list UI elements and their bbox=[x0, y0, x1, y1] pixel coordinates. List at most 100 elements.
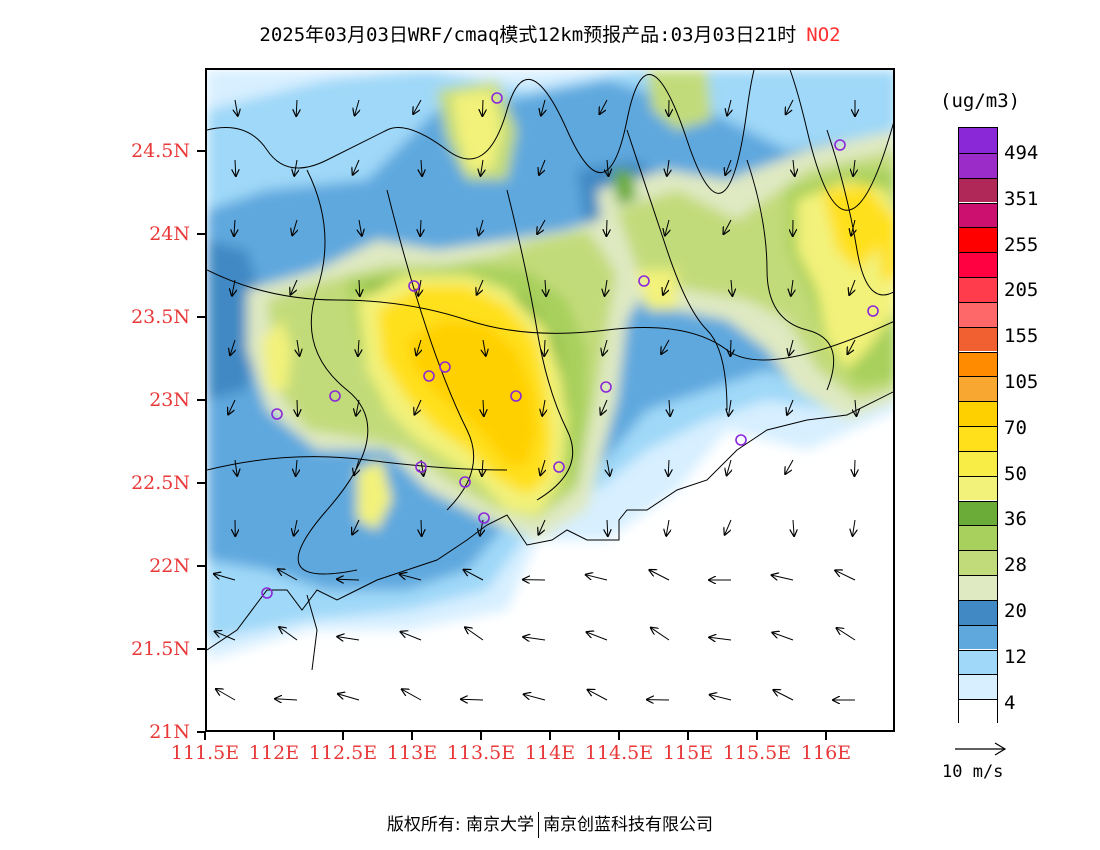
station-2[interactable] bbox=[834, 139, 846, 151]
wind-arrow bbox=[772, 633, 794, 641]
lat-tick bbox=[197, 482, 205, 484]
wind-arrow bbox=[415, 399, 422, 415]
wind-arrow bbox=[216, 689, 236, 701]
lat-label: 22.5N bbox=[131, 472, 190, 494]
wind-arrow bbox=[724, 219, 732, 234]
colorbar-segment bbox=[959, 599, 997, 625]
wind-arrow bbox=[665, 219, 669, 236]
colorbar-label: 205 bbox=[1004, 279, 1039, 302]
wind-arrow bbox=[542, 399, 545, 416]
wind-arrow bbox=[727, 99, 731, 116]
station-6[interactable] bbox=[423, 370, 435, 382]
station-12[interactable] bbox=[735, 434, 747, 446]
station-4[interactable] bbox=[638, 275, 650, 287]
lon-label: 113.5E bbox=[446, 742, 516, 764]
wind-arrow bbox=[772, 575, 794, 580]
colorbar-label: 28 bbox=[1004, 554, 1027, 577]
wind-arrow bbox=[725, 159, 731, 175]
station-7[interactable] bbox=[439, 361, 451, 373]
colorbar-label: 4 bbox=[1004, 691, 1016, 714]
colorbar bbox=[958, 127, 998, 724]
wind-arrow bbox=[275, 699, 298, 700]
wind-arrow bbox=[291, 279, 298, 295]
station-10[interactable] bbox=[329, 390, 341, 402]
wind-arrow bbox=[785, 459, 794, 474]
station-3[interactable] bbox=[408, 280, 420, 292]
lon-label: 114.5E bbox=[584, 742, 654, 764]
wind-arrow bbox=[668, 459, 669, 476]
wind-arrow bbox=[402, 689, 422, 701]
colorbar-segment bbox=[959, 277, 997, 302]
lon-tick bbox=[618, 732, 620, 740]
wind-arrow bbox=[352, 519, 360, 535]
lon-tick bbox=[549, 732, 551, 740]
lat-label: 23N bbox=[149, 389, 190, 411]
wind-arrow bbox=[540, 459, 545, 475]
wind-arrow bbox=[835, 570, 856, 581]
station-14[interactable] bbox=[553, 461, 565, 473]
colorbar-segment bbox=[959, 227, 997, 253]
copyright-text: 版权所有: 南京大学 bbox=[386, 815, 535, 835]
wind-arrow bbox=[479, 219, 483, 235]
wind-arrow bbox=[544, 339, 545, 356]
wind-arrow bbox=[294, 519, 297, 536]
colorbar-segment bbox=[959, 525, 997, 551]
wind-arrow bbox=[725, 519, 732, 535]
lat-tick bbox=[197, 565, 205, 567]
wind-arrow bbox=[786, 99, 794, 114]
wind-arrow bbox=[606, 219, 607, 236]
lon-tick bbox=[756, 732, 758, 740]
wind-arrow bbox=[855, 399, 856, 416]
station-9[interactable] bbox=[600, 381, 612, 393]
wind-arrow bbox=[787, 399, 794, 415]
wind-arrow bbox=[482, 99, 483, 116]
wind-arrow bbox=[296, 459, 297, 476]
station-15[interactable] bbox=[459, 476, 471, 488]
lat-label: 21N bbox=[149, 721, 190, 743]
colorbar-segment bbox=[959, 426, 997, 451]
station-16[interactable] bbox=[478, 512, 490, 524]
wind-arrow bbox=[356, 399, 359, 416]
wind-arrow bbox=[338, 694, 360, 701]
wind-arrow bbox=[663, 279, 670, 295]
station-11[interactable] bbox=[271, 408, 283, 420]
wind-arrow bbox=[710, 695, 732, 701]
wind-arrow bbox=[605, 279, 608, 296]
wind-arrow bbox=[337, 637, 360, 640]
lat-label: 24.5N bbox=[131, 140, 190, 162]
map-panel[interactable] bbox=[205, 68, 895, 732]
wind-arrow bbox=[523, 637, 546, 640]
lon-label: 112E bbox=[248, 742, 300, 764]
colorbar-label: 70 bbox=[1004, 416, 1027, 439]
lat-tick bbox=[197, 731, 205, 733]
wind-arrow bbox=[607, 519, 608, 536]
wind-arrow bbox=[235, 99, 238, 116]
wind-arrow bbox=[421, 519, 422, 536]
station-5[interactable] bbox=[867, 305, 879, 317]
colorbar-label: 155 bbox=[1004, 325, 1039, 348]
station-13[interactable] bbox=[415, 461, 427, 473]
colorbar-segment bbox=[959, 301, 997, 327]
wind-arrow bbox=[400, 574, 422, 581]
lon-label: 114E bbox=[524, 742, 576, 764]
colorbar-segment bbox=[959, 351, 997, 377]
wind-arrow bbox=[232, 279, 235, 296]
wind-arrow bbox=[420, 219, 421, 236]
station-8[interactable] bbox=[510, 390, 522, 402]
lon-tick bbox=[204, 732, 206, 740]
concentration-map bbox=[207, 70, 893, 732]
colorbar-segment bbox=[959, 674, 997, 700]
station-1[interactable] bbox=[491, 92, 503, 104]
lat-tick bbox=[197, 316, 205, 318]
wind-arrow bbox=[793, 519, 794, 536]
wind-arrow bbox=[461, 699, 484, 700]
lat-tick bbox=[197, 648, 205, 650]
colorbar-segment bbox=[959, 252, 997, 277]
lon-label: 111.5E bbox=[170, 742, 240, 764]
wind-arrow bbox=[297, 399, 298, 416]
lat-label: 22N bbox=[149, 555, 190, 577]
wind-arrow bbox=[483, 339, 486, 356]
map-title: 2025年03月03日WRF/cmaq模式12km预报产品:03月03日21时 N… bbox=[0, 20, 1100, 50]
station-17[interactable] bbox=[261, 587, 273, 599]
concentration-field bbox=[207, 70, 893, 660]
